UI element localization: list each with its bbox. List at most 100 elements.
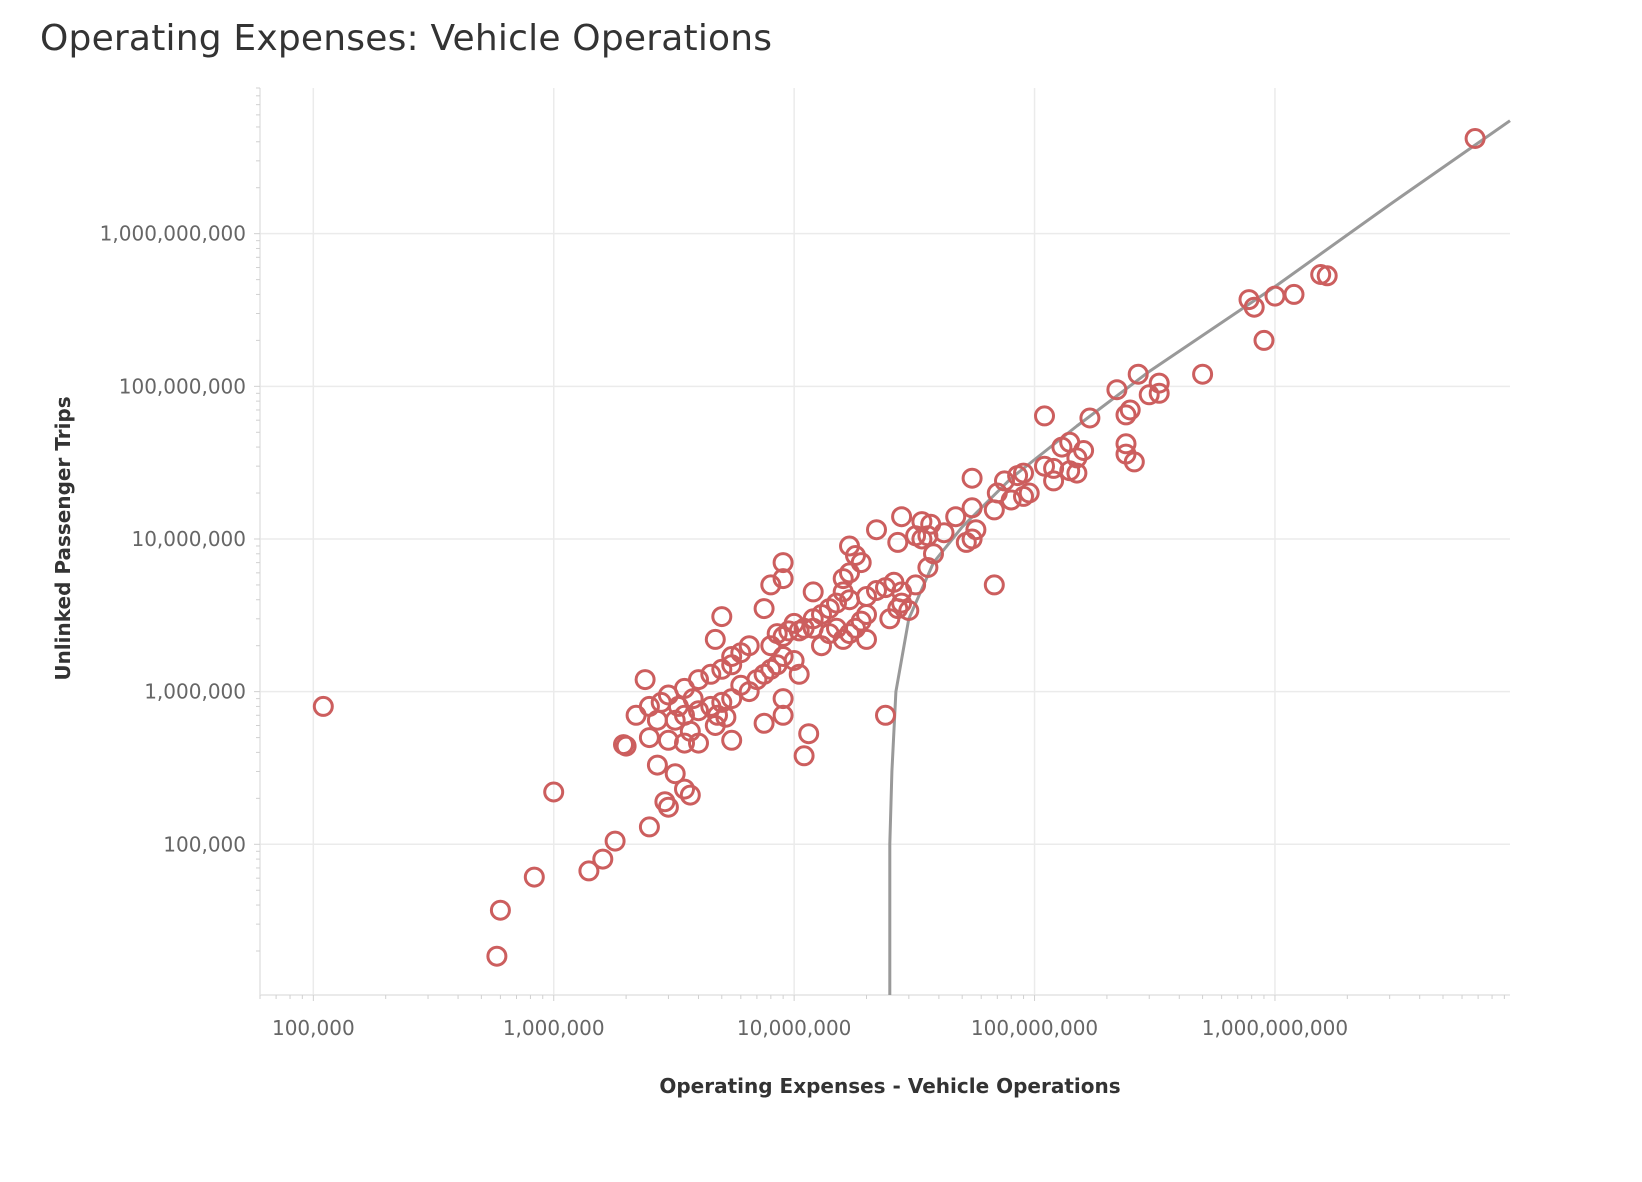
data-point (832, 568, 854, 590)
data-point (793, 745, 815, 767)
data-point (811, 635, 832, 657)
data-point (1043, 470, 1065, 492)
data-point (657, 796, 679, 818)
data-point (866, 519, 887, 541)
data-point (1123, 451, 1145, 473)
data-point (760, 574, 782, 596)
data-point (700, 663, 722, 685)
data-point (1034, 455, 1055, 477)
data-point (1007, 465, 1029, 487)
chart-title: Operating Expenses: Vehicle Operations (40, 18, 773, 59)
x-tick-label: 100,000,000 (971, 1016, 1098, 1040)
data-point (920, 513, 942, 535)
data-point (1316, 265, 1338, 287)
x-tick-label: 10,000,000 (737, 1016, 852, 1040)
y-tick-label: 10,000,000 (131, 527, 246, 551)
x-axis-title: Operating Expenses - Vehicle Operations (659, 1074, 1120, 1098)
data-point (839, 535, 860, 557)
data-point (721, 688, 743, 710)
data-point (638, 727, 660, 749)
data-point (923, 543, 944, 565)
data-point (955, 531, 977, 553)
data-point (679, 720, 701, 742)
data-point (674, 732, 695, 754)
data-point (1106, 379, 1128, 401)
data-point (887, 531, 909, 553)
data-point (802, 617, 824, 639)
data-point (646, 709, 668, 731)
data-point (634, 669, 656, 691)
y-axis-title: Unlinked Passenger Trips (51, 396, 75, 680)
data-point (1148, 382, 1170, 404)
y-tick-label: 100,000,000 (119, 374, 246, 398)
data-point (664, 763, 686, 785)
data-point (312, 695, 334, 717)
data-point (543, 781, 565, 803)
data-point (839, 562, 860, 584)
data-point (523, 866, 545, 888)
data-point (772, 552, 794, 574)
data-point (682, 688, 704, 710)
data-point (875, 704, 896, 726)
data-point (961, 467, 983, 489)
data-point (489, 899, 511, 921)
data-point (721, 654, 743, 676)
y-tick-label: 100,000 (163, 832, 246, 856)
data-point (875, 577, 896, 599)
data-point (625, 704, 647, 726)
data-point (721, 646, 743, 667)
data-point (486, 945, 508, 967)
data-point (856, 628, 877, 650)
data-point (604, 830, 626, 852)
data-point (638, 816, 660, 838)
y-tick-label: 1,000,000 (144, 680, 246, 704)
data-point (753, 598, 775, 620)
data-point (772, 704, 794, 726)
data-point (721, 729, 743, 751)
data-point (711, 691, 733, 713)
data-point (707, 704, 728, 726)
data-point (578, 860, 600, 882)
x-tick-label: 100,000 (272, 1016, 355, 1040)
data-point (679, 784, 701, 806)
data-point (961, 497, 983, 519)
data-point (1115, 433, 1137, 455)
data-point (704, 628, 726, 650)
data-point (891, 506, 913, 528)
data-point (772, 568, 794, 590)
data-point (592, 848, 614, 870)
trend-line-group (888, 119, 1511, 995)
data-point (766, 623, 788, 645)
data-point (1464, 128, 1486, 149)
grid-lines (260, 88, 1510, 995)
data-point (1119, 399, 1141, 421)
data-point (983, 574, 1005, 596)
data-point (738, 681, 760, 703)
data-point (715, 706, 737, 728)
data-point (615, 735, 637, 757)
data-point (898, 600, 920, 621)
data-point (1115, 404, 1137, 426)
data-point (646, 754, 668, 776)
data-point (917, 557, 939, 578)
data-point (1079, 407, 1101, 429)
data-point (945, 506, 967, 528)
y-tick-label: 1,000,000,000 (100, 222, 246, 246)
data-point (1192, 363, 1214, 385)
data-point (788, 663, 810, 685)
data-point (674, 778, 695, 800)
data-point (1138, 384, 1160, 406)
data-point (753, 712, 775, 734)
data-point (1253, 329, 1275, 351)
data-point (711, 606, 733, 628)
axis-labels: 100,000 1,000,000 10,000,000 100,000,000 1,0… (51, 222, 1348, 1098)
data-point (711, 658, 733, 680)
data-point (983, 499, 1005, 521)
data-point (879, 608, 901, 630)
data-point (905, 525, 927, 547)
data-point (1243, 296, 1265, 318)
x-tick-label: 1,000,000,000 (1202, 1016, 1348, 1040)
data-point (688, 700, 709, 722)
